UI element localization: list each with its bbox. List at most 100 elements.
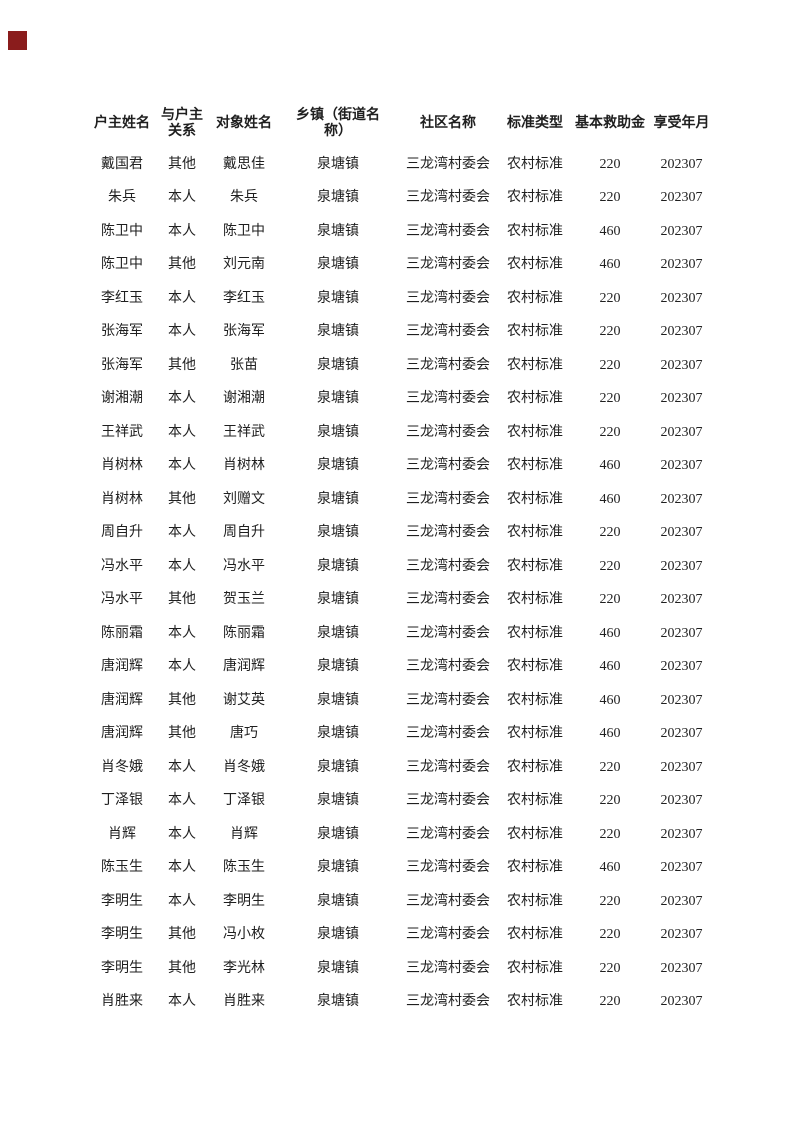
table-cell: 冯小枚: [223, 927, 265, 943]
table-cell: 肖冬娥: [223, 759, 265, 775]
column-header: 乡镇（街道名称）: [280, 100, 396, 148]
table-cell: 农村标准: [507, 592, 563, 608]
table-cell: 460: [599, 257, 621, 273]
table-row: 张海军 其他 张苗 泉塘镇 三龙湾村委会 农村标准 220 202307: [88, 349, 713, 383]
header-row: 户主姓名 与户主关系 对象姓名 乡镇（街道名称） 社区名称 标准类型 基本救助金 享受年月: [88, 100, 713, 148]
table-cell: 泉塘镇: [317, 625, 359, 641]
table-cell: 本人: [168, 793, 196, 809]
column-header: 社区名称: [396, 100, 500, 148]
table-cell: 三龙湾村委会: [406, 592, 490, 608]
table-cell: 农村标准: [507, 994, 563, 1010]
table-cell: 202307: [660, 257, 703, 273]
table-row: 陈丽霜 本人 陈丽霜 泉塘镇 三龙湾村委会 农村标准 460 202307: [88, 617, 713, 651]
table-cell: 农村标准: [507, 391, 563, 407]
subsidy-recipients-table: 户主姓名 与户主关系 对象姓名 乡镇（街道名称） 社区名称 标准类型 基本救助金 享受年月 戴…: [88, 100, 713, 1019]
table-cell: 三龙湾村委会: [406, 391, 490, 407]
table-cell: 农村标准: [507, 759, 563, 775]
table-cell: 本人: [168, 290, 196, 306]
table-cell: 202307: [660, 525, 703, 541]
table-cell: 陈丽霜: [223, 625, 265, 641]
table-cell: 肖树林: [223, 458, 265, 474]
table-cell: 张海军: [101, 324, 143, 340]
table-cell: 泉塘镇: [317, 223, 359, 239]
table-cell: 220: [599, 759, 621, 775]
table-cell: 泉塘镇: [317, 726, 359, 742]
table-cell: 泉塘镇: [317, 994, 359, 1010]
table-cell: 泉塘镇: [317, 558, 359, 574]
table-cell: 本人: [168, 391, 196, 407]
table-cell: 三龙湾村委会: [406, 893, 490, 909]
table-cell: 三龙湾村委会: [406, 156, 490, 172]
table-cell: 本人: [168, 994, 196, 1010]
column-header-label: 乡镇（街道名称）: [296, 108, 380, 139]
table-cell: 李明生: [101, 927, 143, 943]
table-cell: 220: [599, 156, 621, 172]
table-cell: 泉塘镇: [317, 759, 359, 775]
table-cell: 202307: [660, 592, 703, 608]
table-cell: 周自升: [101, 525, 143, 541]
table-cell: 农村标准: [507, 793, 563, 809]
table-cell: 冯水平: [101, 558, 143, 574]
table-cell: 460: [599, 625, 621, 641]
table-cell: 陈玉生: [101, 860, 143, 876]
table-row: 丁泽银 本人 丁泽银 泉塘镇 三龙湾村委会 农村标准 220 202307: [88, 785, 713, 819]
table-cell: 三龙湾村委会: [406, 692, 490, 708]
table-cell: 唐润辉: [101, 659, 143, 675]
table-cell: 220: [599, 357, 621, 373]
table-cell: 农村标准: [507, 659, 563, 675]
table-cell: 220: [599, 592, 621, 608]
table-cell: 220: [599, 391, 621, 407]
table-cell: 唐润辉: [101, 692, 143, 708]
table-cell: 农村标准: [507, 860, 563, 876]
table-cell: 其他: [168, 960, 196, 976]
table-cell: 泉塘镇: [317, 491, 359, 507]
table-cell: 肖树林: [101, 491, 143, 507]
table-cell: 泉塘镇: [317, 290, 359, 306]
table-cell: 贺玉兰: [223, 592, 265, 608]
table-cell: 泉塘镇: [317, 257, 359, 273]
column-header-label: 与户主关系: [161, 108, 203, 139]
table-cell: 冯水平: [101, 592, 143, 608]
table-cell: 460: [599, 692, 621, 708]
table-header: 户主姓名 与户主关系 对象姓名 乡镇（街道名称） 社区名称 标准类型 基本救助金 享受年月: [88, 100, 713, 148]
table-cell: 460: [599, 860, 621, 876]
table-cell: 李明生: [101, 960, 143, 976]
table-cell: 本人: [168, 860, 196, 876]
table-cell: 泉塘镇: [317, 826, 359, 842]
table-row: 李红玉 本人 李红玉 泉塘镇 三龙湾村委会 农村标准 220 202307: [88, 282, 713, 316]
column-header-label: 享受年月: [653, 116, 710, 131]
table-row: 周自升 本人 周自升 泉塘镇 三龙湾村委会 农村标准 220 202307: [88, 517, 713, 551]
table-cell: 肖胜来: [223, 994, 265, 1010]
table-cell: 泉塘镇: [317, 927, 359, 943]
table-cell: 其他: [168, 491, 196, 507]
table-cell: 202307: [660, 223, 703, 239]
table-cell: 202307: [660, 893, 703, 909]
table-row: 陈玉生 本人 陈玉生 泉塘镇 三龙湾村委会 农村标准 460 202307: [88, 852, 713, 886]
table-cell: 朱兵: [108, 190, 136, 206]
table-cell: 202307: [660, 659, 703, 675]
table-cell: 三龙湾村委会: [406, 491, 490, 507]
table-cell: 三龙湾村委会: [406, 525, 490, 541]
table-cell: 农村标准: [507, 558, 563, 574]
table-row: 张海军 本人 张海军 泉塘镇 三龙湾村委会 农村标准 220 202307: [88, 316, 713, 350]
table-cell: 本人: [168, 893, 196, 909]
table-cell: 泉塘镇: [317, 190, 359, 206]
table-cell: 202307: [660, 156, 703, 172]
table-cell: 三龙湾村委会: [406, 257, 490, 273]
table-cell: 周自升: [223, 525, 265, 541]
table-cell: 220: [599, 558, 621, 574]
table-cell: 谢湘潮: [223, 391, 265, 407]
table-cell: 泉塘镇: [317, 525, 359, 541]
table-cell: 泉塘镇: [317, 424, 359, 440]
table-row: 李明生 其他 李光林 泉塘镇 三龙湾村委会 农村标准 220 202307: [88, 952, 713, 986]
table-cell: 202307: [660, 927, 703, 943]
table-cell: 农村标准: [507, 525, 563, 541]
table-cell: 李明生: [101, 893, 143, 909]
table-row: 陈卫中 本人 陈卫中 泉塘镇 三龙湾村委会 农村标准 460 202307: [88, 215, 713, 249]
table-cell: 其他: [168, 357, 196, 373]
table-cell: 李明生: [223, 893, 265, 909]
table-cell: 三龙湾村委会: [406, 558, 490, 574]
table-cell: 农村标准: [507, 357, 563, 373]
table-cell: 三龙湾村委会: [406, 994, 490, 1010]
table-cell: 220: [599, 826, 621, 842]
